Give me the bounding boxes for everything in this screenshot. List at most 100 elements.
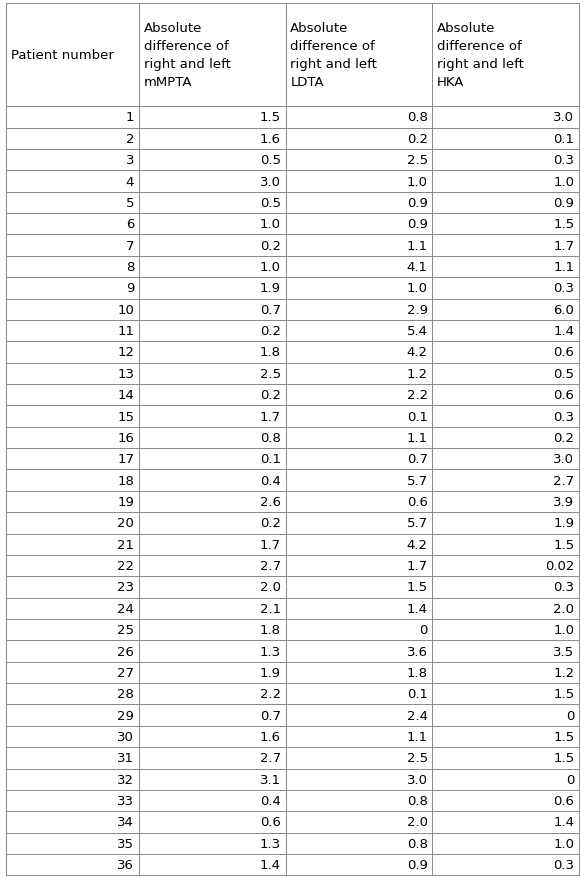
Text: 1.1: 1.1 xyxy=(407,240,428,252)
Text: 0.3: 0.3 xyxy=(553,410,574,423)
Text: 2.7: 2.7 xyxy=(260,752,281,765)
Text: 0.3: 0.3 xyxy=(553,154,574,167)
Text: 1.9: 1.9 xyxy=(260,666,281,680)
Text: 12: 12 xyxy=(117,346,134,359)
Text: 1.0: 1.0 xyxy=(553,176,574,189)
Text: 0.1: 0.1 xyxy=(407,687,428,701)
Text: 24: 24 xyxy=(118,602,134,615)
Text: 1.9: 1.9 xyxy=(260,282,281,295)
Text: 1.5: 1.5 xyxy=(553,752,574,765)
Text: 0.9: 0.9 xyxy=(553,197,574,210)
Text: 2.7: 2.7 xyxy=(553,474,574,487)
Text: 3.1: 3.1 xyxy=(260,773,281,786)
Text: 34: 34 xyxy=(118,816,134,829)
Text: 2.9: 2.9 xyxy=(407,304,428,316)
Text: Patient number: Patient number xyxy=(11,49,113,62)
Text: 0.3: 0.3 xyxy=(553,282,574,295)
Text: 0.4: 0.4 xyxy=(260,795,281,807)
Text: 0.1: 0.1 xyxy=(553,133,574,146)
Text: Absolute
difference of
right and left
HKA: Absolute difference of right and left HK… xyxy=(437,22,524,90)
Text: 0.7: 0.7 xyxy=(407,453,428,465)
Text: 0.9: 0.9 xyxy=(407,858,428,871)
Text: 0: 0 xyxy=(419,623,428,637)
Text: 1.7: 1.7 xyxy=(260,410,281,423)
Text: 2.4: 2.4 xyxy=(407,709,428,722)
Text: 25: 25 xyxy=(117,623,134,637)
Text: 1.5: 1.5 xyxy=(260,112,281,125)
Text: 31: 31 xyxy=(117,752,134,765)
Text: 0.7: 0.7 xyxy=(260,709,281,722)
Text: 21: 21 xyxy=(117,538,134,551)
Text: 35: 35 xyxy=(117,837,134,850)
Text: 0.7: 0.7 xyxy=(260,304,281,316)
Text: 3.6: 3.6 xyxy=(407,644,428,658)
Text: 0.2: 0.2 xyxy=(260,240,281,252)
Text: 1.1: 1.1 xyxy=(407,431,428,444)
Text: 29: 29 xyxy=(118,709,134,722)
Text: 6: 6 xyxy=(126,218,134,231)
Text: 1.4: 1.4 xyxy=(407,602,428,615)
Text: 0: 0 xyxy=(566,773,574,786)
Text: 1.0: 1.0 xyxy=(407,176,428,189)
Text: 10: 10 xyxy=(118,304,134,316)
Text: 30: 30 xyxy=(118,730,134,743)
Text: 1.1: 1.1 xyxy=(553,261,574,274)
Text: 1.9: 1.9 xyxy=(553,517,574,529)
Text: 2: 2 xyxy=(126,133,134,146)
Text: 3.0: 3.0 xyxy=(553,453,574,465)
Text: 1.7: 1.7 xyxy=(553,240,574,252)
Text: 18: 18 xyxy=(118,474,134,487)
Text: 1.0: 1.0 xyxy=(260,218,281,231)
Text: 0.5: 0.5 xyxy=(260,154,281,167)
Text: 0.5: 0.5 xyxy=(553,367,574,380)
Text: 2.0: 2.0 xyxy=(407,816,428,829)
Text: 1.4: 1.4 xyxy=(553,816,574,829)
Text: 14: 14 xyxy=(118,389,134,402)
Text: 0.8: 0.8 xyxy=(407,837,428,850)
Text: 32: 32 xyxy=(117,773,134,786)
Text: 4: 4 xyxy=(126,176,134,189)
Text: 1.6: 1.6 xyxy=(260,730,281,743)
Text: 1.3: 1.3 xyxy=(260,644,281,658)
Text: 0.6: 0.6 xyxy=(260,816,281,829)
Text: 0: 0 xyxy=(566,709,574,722)
Text: 9: 9 xyxy=(126,282,134,295)
Text: 11: 11 xyxy=(117,325,134,338)
Text: 22: 22 xyxy=(117,559,134,572)
Text: 1.4: 1.4 xyxy=(553,325,574,338)
Text: 0.3: 0.3 xyxy=(553,581,574,594)
Text: 0.2: 0.2 xyxy=(407,133,428,146)
Text: 1.2: 1.2 xyxy=(407,367,428,380)
Text: 3.0: 3.0 xyxy=(407,773,428,786)
Text: 8: 8 xyxy=(126,261,134,274)
Text: 0.9: 0.9 xyxy=(407,218,428,231)
Text: 4.1: 4.1 xyxy=(407,261,428,274)
Text: 2.5: 2.5 xyxy=(260,367,281,380)
Text: 1.7: 1.7 xyxy=(260,538,281,551)
Text: 5: 5 xyxy=(126,197,134,210)
Text: 2.0: 2.0 xyxy=(553,602,574,615)
Text: 5.7: 5.7 xyxy=(407,474,428,487)
Text: 3.0: 3.0 xyxy=(260,176,281,189)
Text: 3.5: 3.5 xyxy=(553,644,574,658)
Text: 0.8: 0.8 xyxy=(260,431,281,444)
Text: 0.4: 0.4 xyxy=(260,474,281,487)
Text: 7: 7 xyxy=(126,240,134,252)
Text: 1.0: 1.0 xyxy=(553,623,574,637)
Text: 0.2: 0.2 xyxy=(260,325,281,338)
Text: 3.0: 3.0 xyxy=(553,112,574,125)
Text: 1: 1 xyxy=(126,112,134,125)
Text: 2.6: 2.6 xyxy=(260,495,281,508)
Text: 17: 17 xyxy=(117,453,134,465)
Text: 1.0: 1.0 xyxy=(553,837,574,850)
Text: 1.0: 1.0 xyxy=(407,282,428,295)
Text: 1.5: 1.5 xyxy=(553,218,574,231)
Text: 0.6: 0.6 xyxy=(553,346,574,359)
Text: 2.2: 2.2 xyxy=(260,687,281,701)
Text: 1.5: 1.5 xyxy=(407,581,428,594)
Text: 15: 15 xyxy=(117,410,134,423)
Text: 5.7: 5.7 xyxy=(407,517,428,529)
Text: 2.0: 2.0 xyxy=(260,581,281,594)
Text: 23: 23 xyxy=(117,581,134,594)
Text: 0.5: 0.5 xyxy=(260,197,281,210)
